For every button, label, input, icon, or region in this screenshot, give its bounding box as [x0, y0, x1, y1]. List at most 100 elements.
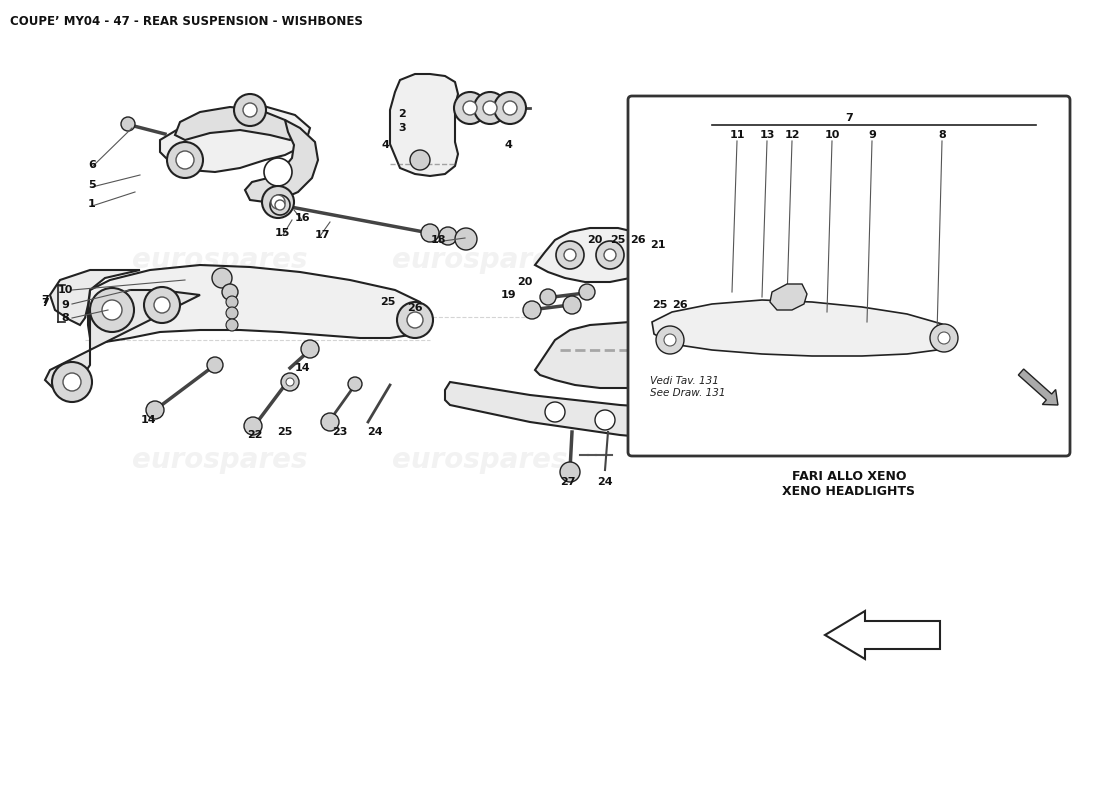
- Circle shape: [226, 307, 238, 319]
- Text: 1: 1: [88, 199, 96, 209]
- Text: eurospares: eurospares: [393, 446, 568, 474]
- Text: 24: 24: [367, 427, 383, 437]
- Text: COUPE’ MY04 - 47 - REAR SUSPENSION - WISHBONES: COUPE’ MY04 - 47 - REAR SUSPENSION - WIS…: [10, 15, 363, 28]
- Text: 14: 14: [294, 363, 310, 373]
- Circle shape: [556, 241, 584, 269]
- Circle shape: [154, 297, 170, 313]
- Polygon shape: [535, 228, 650, 282]
- Text: 24: 24: [597, 477, 613, 487]
- Circle shape: [494, 92, 526, 124]
- Circle shape: [503, 101, 517, 115]
- Circle shape: [234, 94, 266, 126]
- Text: 16: 16: [294, 213, 310, 223]
- Circle shape: [930, 324, 958, 352]
- Circle shape: [690, 420, 710, 440]
- Text: 7: 7: [845, 113, 853, 123]
- Text: Vedi Tav. 131
See Draw. 131: Vedi Tav. 131 See Draw. 131: [650, 376, 726, 398]
- Text: 26: 26: [407, 303, 422, 313]
- Circle shape: [301, 340, 319, 358]
- Text: 27: 27: [560, 477, 575, 487]
- Circle shape: [544, 402, 565, 422]
- Text: 7: 7: [41, 295, 48, 305]
- Circle shape: [121, 117, 135, 131]
- Circle shape: [673, 300, 693, 320]
- Text: 8: 8: [938, 130, 946, 140]
- Text: FARI ALLO XENO
XENO HEADLIGHTS: FARI ALLO XENO XENO HEADLIGHTS: [782, 470, 915, 498]
- Text: 12: 12: [784, 130, 800, 140]
- Text: 17: 17: [315, 230, 330, 240]
- Circle shape: [664, 334, 676, 346]
- Circle shape: [244, 417, 262, 435]
- Text: 3: 3: [398, 123, 406, 133]
- Circle shape: [938, 332, 950, 344]
- Circle shape: [286, 378, 294, 386]
- Circle shape: [212, 268, 232, 288]
- Text: eurospares: eurospares: [132, 246, 308, 274]
- Polygon shape: [160, 105, 310, 172]
- Circle shape: [275, 200, 285, 210]
- Circle shape: [596, 241, 624, 269]
- Circle shape: [176, 151, 194, 169]
- Circle shape: [656, 326, 684, 354]
- Polygon shape: [245, 120, 318, 202]
- Circle shape: [421, 224, 439, 242]
- Circle shape: [52, 362, 92, 402]
- FancyBboxPatch shape: [628, 96, 1070, 456]
- Text: 15: 15: [274, 228, 289, 238]
- Circle shape: [90, 288, 134, 332]
- Circle shape: [595, 410, 615, 430]
- Circle shape: [522, 301, 541, 319]
- Polygon shape: [88, 265, 430, 342]
- Text: 26: 26: [630, 235, 646, 245]
- Circle shape: [640, 415, 660, 435]
- Text: 9: 9: [62, 300, 69, 310]
- Circle shape: [207, 357, 223, 373]
- Text: 21: 21: [650, 240, 666, 250]
- Circle shape: [640, 302, 656, 318]
- Text: 7: 7: [41, 298, 48, 308]
- Text: 25: 25: [610, 235, 626, 245]
- Text: 10: 10: [824, 130, 839, 140]
- Circle shape: [454, 92, 486, 124]
- Circle shape: [270, 195, 290, 215]
- Circle shape: [63, 373, 81, 391]
- Circle shape: [243, 103, 257, 117]
- Circle shape: [540, 289, 556, 305]
- Circle shape: [439, 227, 456, 245]
- Text: 25: 25: [652, 300, 668, 310]
- Circle shape: [455, 228, 477, 250]
- Circle shape: [280, 373, 299, 391]
- Text: 5: 5: [88, 180, 96, 190]
- Text: 4: 4: [504, 140, 512, 150]
- Polygon shape: [45, 290, 200, 390]
- Circle shape: [463, 101, 477, 115]
- Circle shape: [144, 287, 180, 323]
- Text: 26: 26: [672, 300, 688, 310]
- Circle shape: [102, 300, 122, 320]
- Circle shape: [262, 186, 294, 218]
- Circle shape: [226, 319, 238, 331]
- Circle shape: [564, 249, 576, 261]
- Polygon shape: [175, 107, 295, 140]
- Text: 20: 20: [517, 277, 532, 287]
- Text: 9: 9: [868, 130, 876, 140]
- Text: 11: 11: [729, 130, 745, 140]
- Circle shape: [410, 150, 430, 170]
- Text: 4: 4: [381, 140, 389, 150]
- Circle shape: [579, 284, 595, 300]
- Circle shape: [407, 312, 424, 328]
- Circle shape: [167, 142, 204, 178]
- Circle shape: [321, 413, 339, 431]
- Circle shape: [483, 101, 497, 115]
- Text: eurospares: eurospares: [132, 446, 308, 474]
- Circle shape: [563, 296, 581, 314]
- Polygon shape: [535, 322, 690, 388]
- Text: eurospares: eurospares: [662, 246, 838, 274]
- Text: 8: 8: [62, 313, 69, 323]
- Circle shape: [264, 158, 292, 186]
- Text: 2: 2: [398, 109, 406, 119]
- Polygon shape: [390, 74, 458, 176]
- Text: eurospares: eurospares: [393, 246, 568, 274]
- Text: 10: 10: [57, 285, 73, 295]
- Circle shape: [271, 195, 285, 209]
